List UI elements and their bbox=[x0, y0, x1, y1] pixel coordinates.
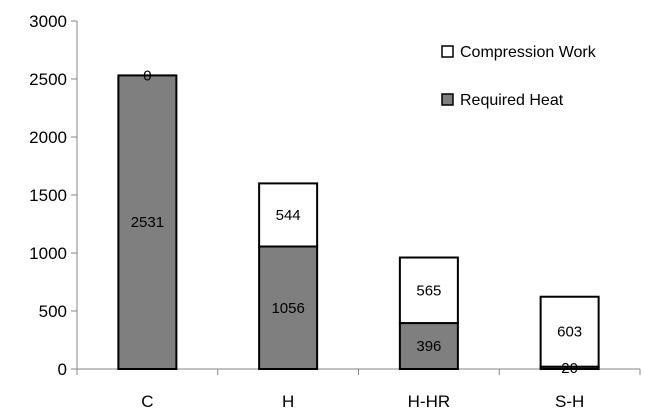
legend-swatch bbox=[441, 93, 454, 106]
x-category-label: H-HR bbox=[408, 392, 451, 411]
y-tick-label: 0 bbox=[58, 360, 67, 379]
bar-segment bbox=[398, 322, 459, 370]
legend: Compression Work Required Heat bbox=[441, 44, 597, 109]
legend-label: Required Heat bbox=[460, 92, 564, 109]
data-label: 0 bbox=[143, 67, 151, 84]
y-tick-label: 1500 bbox=[29, 186, 67, 205]
x-category-label: H bbox=[282, 392, 294, 411]
y-tick-label: 2500 bbox=[29, 70, 67, 89]
data-label: 20 bbox=[561, 360, 578, 377]
y-tick-label: 1000 bbox=[29, 244, 67, 263]
bar-segment bbox=[258, 182, 319, 248]
legend-label: Compression Work bbox=[460, 44, 597, 61]
data-label: 544 bbox=[276, 207, 301, 224]
bar-segment bbox=[117, 74, 178, 371]
bar-segment bbox=[539, 295, 600, 368]
bar-segment bbox=[258, 245, 319, 370]
y-tick-label: 500 bbox=[39, 302, 67, 321]
bar-segment bbox=[398, 256, 459, 325]
data-label: 565 bbox=[416, 282, 441, 299]
data-label: 396 bbox=[416, 338, 441, 355]
data-labels: 2531 0 1056 544 396 565 20 603 bbox=[131, 67, 582, 376]
bars bbox=[117, 74, 600, 371]
data-label: 2531 bbox=[131, 214, 164, 231]
legend-swatch bbox=[441, 45, 454, 58]
x-category-label: C bbox=[141, 392, 153, 411]
axes: 0 500 1000 1500 2000 2500 3000 C H H-HR S-H bbox=[29, 12, 641, 411]
data-label: 1056 bbox=[271, 300, 304, 317]
x-category-label: S-H bbox=[555, 392, 584, 411]
y-tick-label: 2000 bbox=[29, 128, 67, 147]
y-tick-label: 3000 bbox=[29, 12, 67, 31]
data-label: 603 bbox=[557, 324, 582, 341]
